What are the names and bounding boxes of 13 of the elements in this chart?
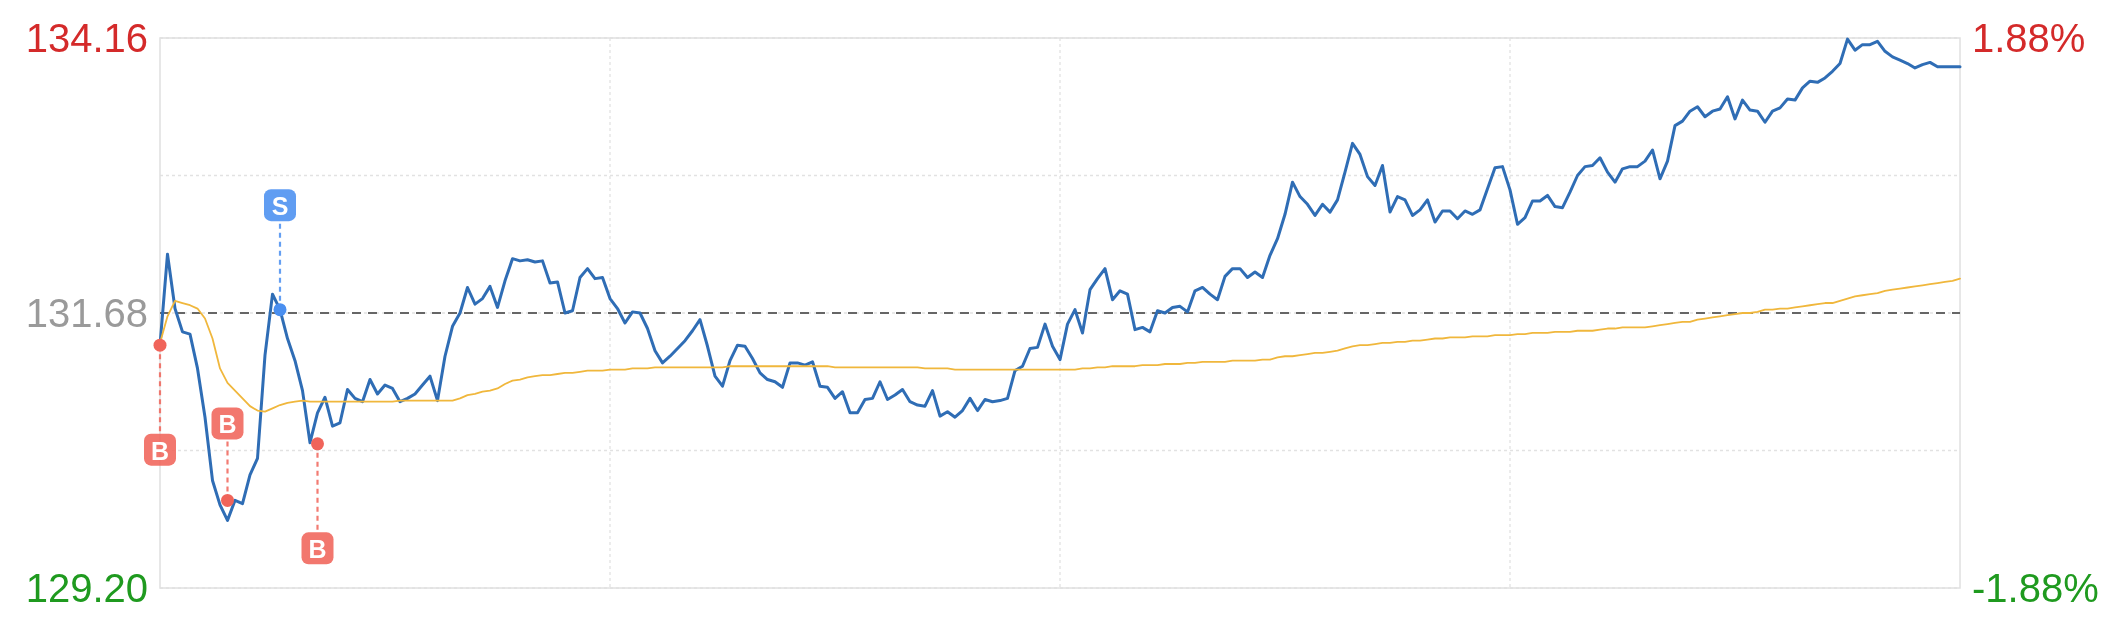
y2-tick-label: 1.88% [1972, 16, 2086, 60]
y-tick-label: 129.20 [25, 566, 148, 610]
point [273, 303, 287, 317]
point [221, 493, 234, 507]
point [153, 338, 167, 352]
data-label: S [271, 192, 289, 221]
data-label: B [308, 535, 327, 564]
data-label: B [150, 436, 170, 465]
y-tick-label: 131.68 [25, 291, 148, 335]
data-label: B [218, 410, 237, 439]
point [311, 437, 324, 451]
y-tick-label: 134.16 [25, 16, 148, 60]
y2-tick-label: -1.88% [1972, 566, 2099, 610]
